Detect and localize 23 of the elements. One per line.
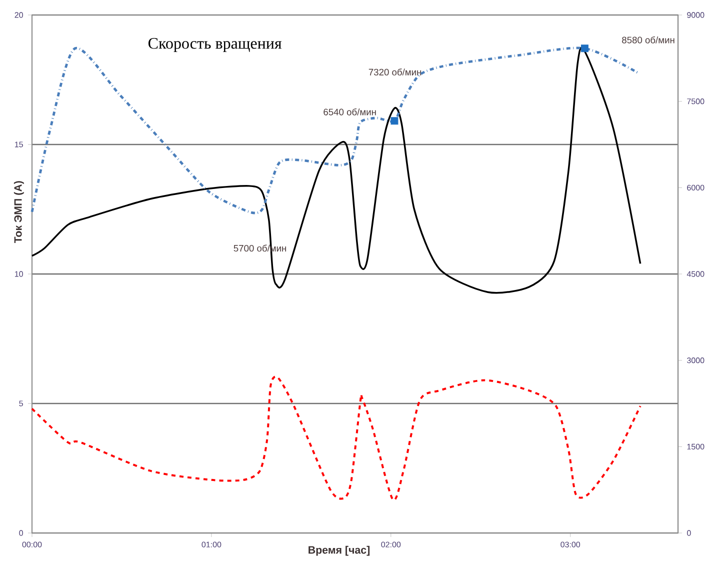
y2-tick-label: 3000 <box>687 358 704 364</box>
x-axis-title: Время [час] <box>308 546 370 556</box>
y2-tick-label: 9000 <box>687 12 704 18</box>
annotation: 7320 об/мин <box>368 68 422 76</box>
y2-tick-label: 6000 <box>687 184 704 191</box>
y2-tick-label: 1500 <box>687 444 704 450</box>
y2-tick-label: 7500 <box>687 98 704 104</box>
y-tick-label: 5 <box>19 400 23 406</box>
annotation: 8580 об/мин <box>622 36 674 44</box>
y2-tick-label: 0 <box>687 530 691 536</box>
annotation: Скорость вращения <box>148 38 282 52</box>
x-tick-label: 02:00 <box>381 542 401 548</box>
y-tick-label: 0 <box>19 530 23 536</box>
y-tick-label: 10 <box>15 271 23 277</box>
line-series <box>31 376 642 500</box>
y2-tick-label: 4500 <box>686 271 704 277</box>
y-tick-label: 20 <box>14 12 23 18</box>
x-tick-label: 01:00 <box>202 542 222 548</box>
x-tick-label: 03:00 <box>560 542 580 548</box>
x-tick-label: 00:00 <box>22 542 42 548</box>
y-tick-label: 15 <box>15 142 23 148</box>
y-axis-title: Ток ЭМП (А) <box>14 181 24 243</box>
annotation: 6540 об/мин <box>324 108 376 116</box>
